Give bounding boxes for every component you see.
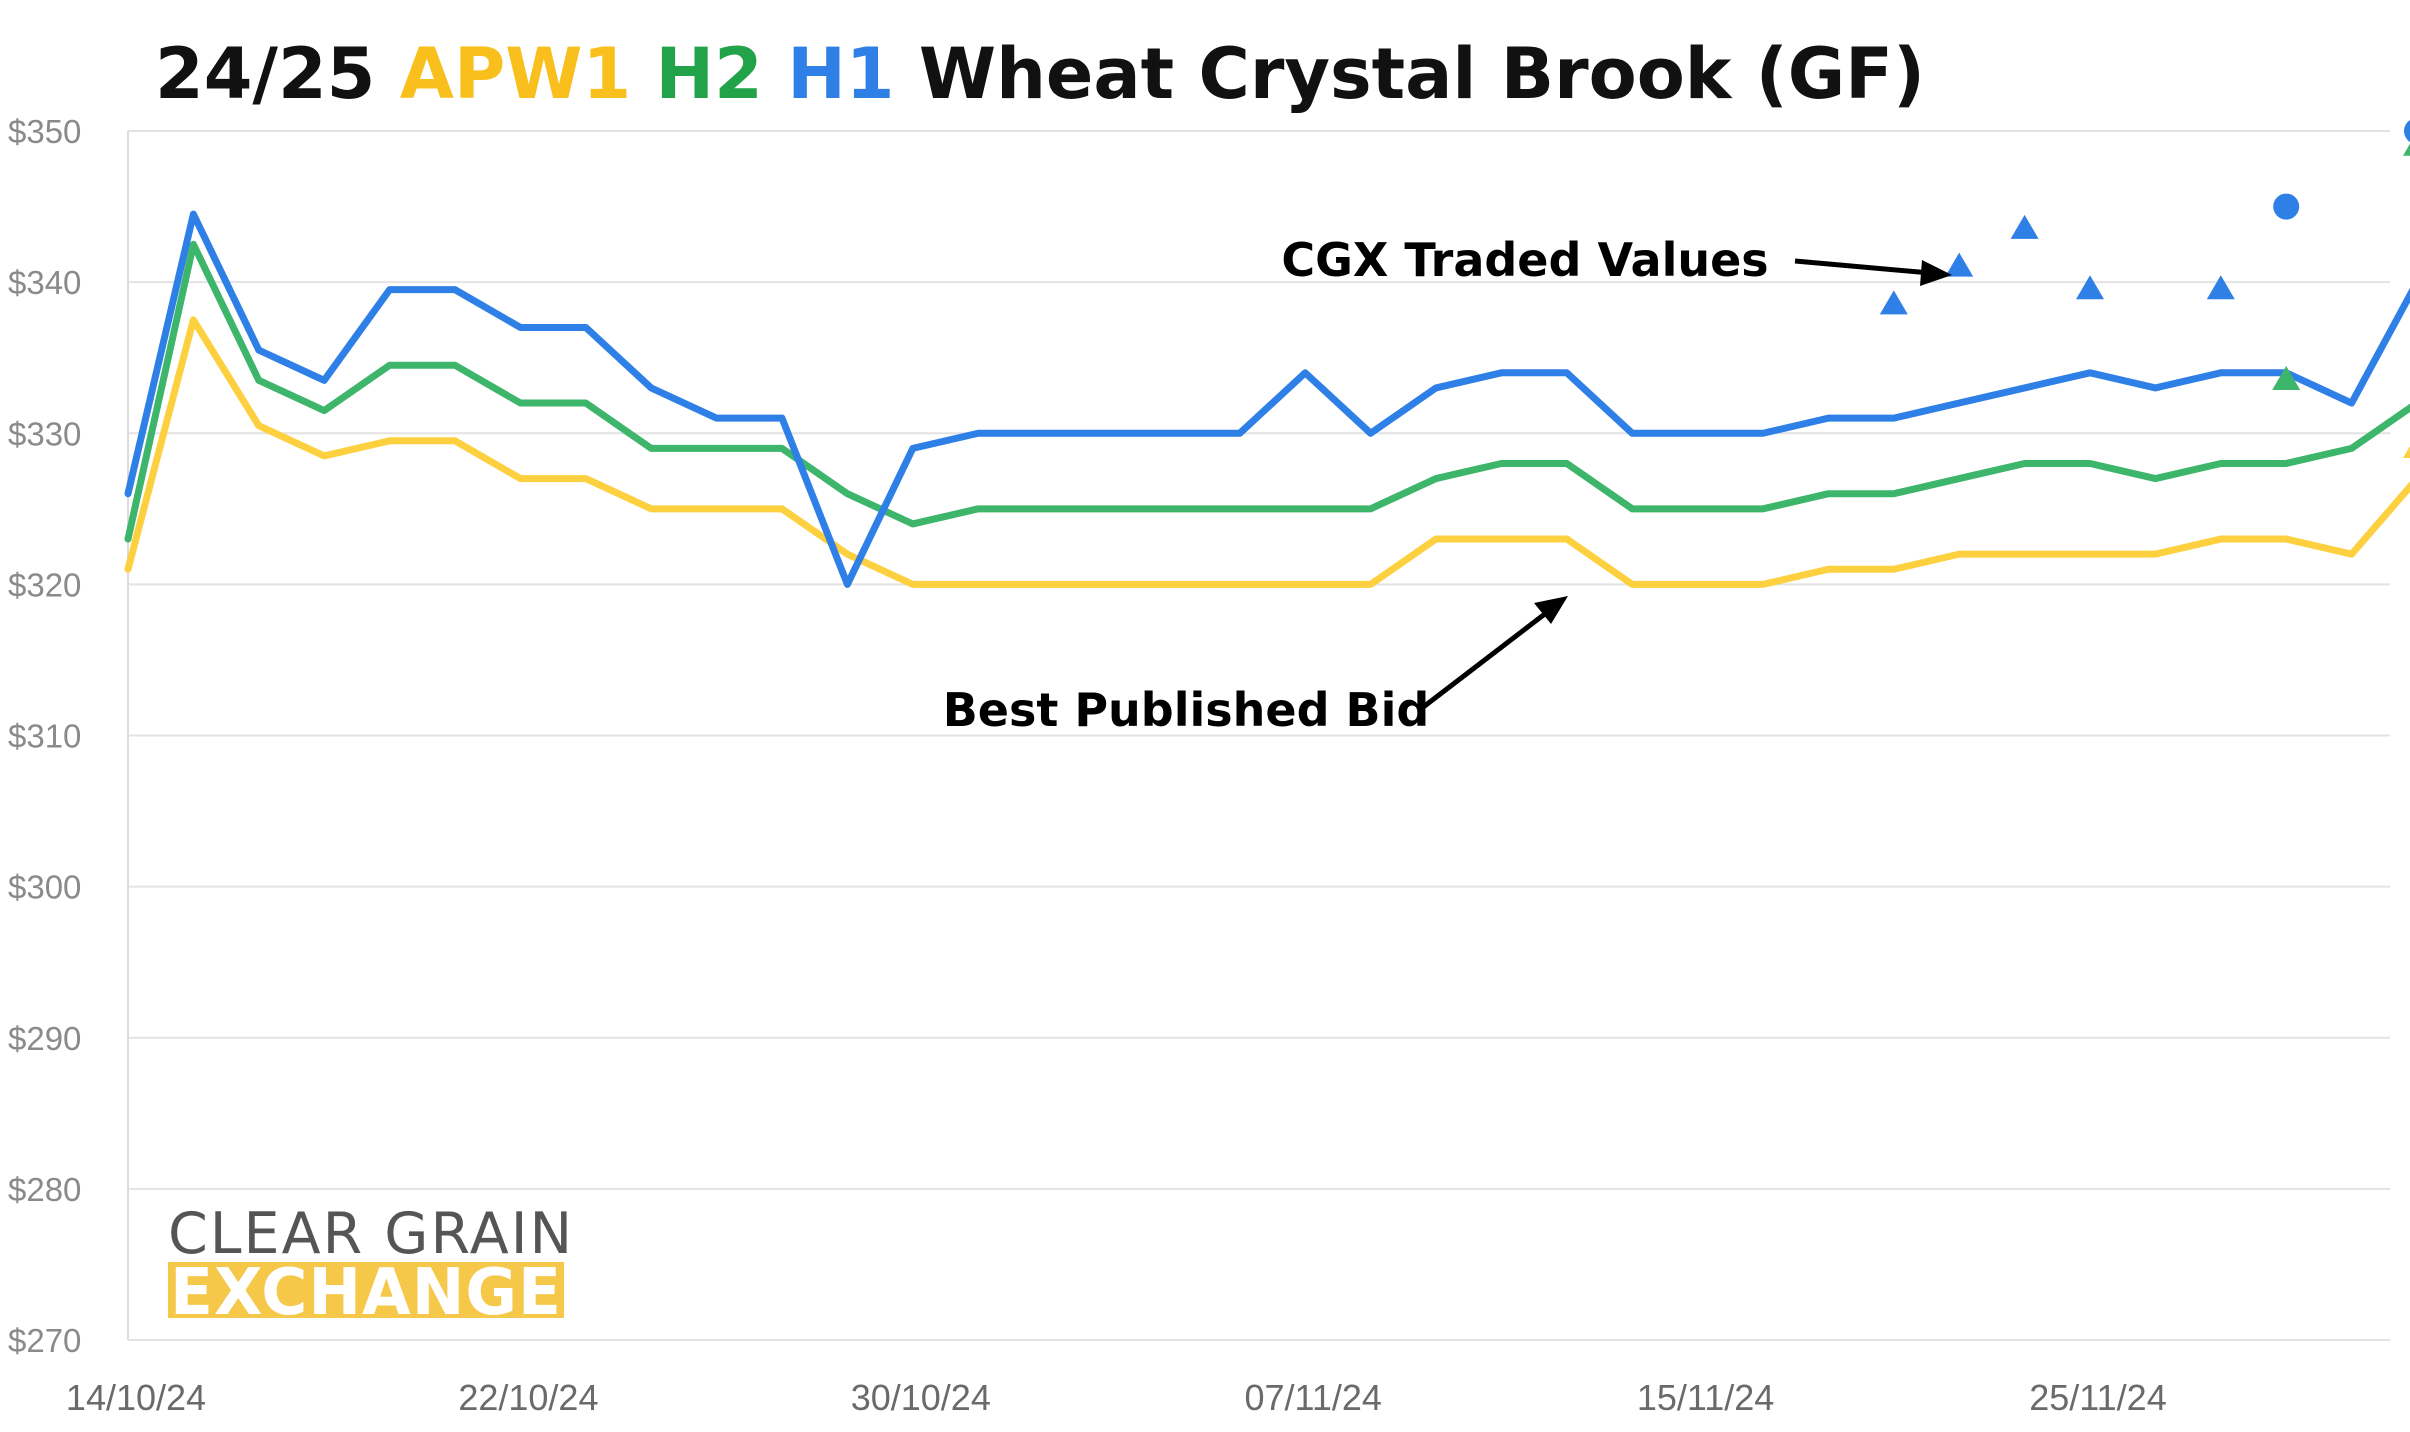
logo-band <box>168 1262 564 1318</box>
x-axis-ticks: 14/10/24 22/10/24 30/10/24 07/11/24 15/11/24… <box>66 1377 2167 1418</box>
title-prefix: 24/25 <box>155 33 400 115</box>
traded-point-triangle-h1 <box>2206 275 2235 300</box>
x-tick-label: 22/10/24 <box>458 1377 598 1418</box>
x-tick-label: 30/10/24 <box>851 1377 991 1418</box>
y-axis-ticks: $350 $340 $330 $320 $310 $300 $290 $280 $270 <box>8 113 81 1359</box>
traded-point-triangle-h2 <box>2272 365 2301 390</box>
annotation-best-bid-arrowhead <box>1534 596 1568 624</box>
logo-line1: CLEAR GRAIN <box>168 1201 574 1267</box>
y-tick-label: $300 <box>8 869 81 906</box>
x-tick-label: 07/11/24 <box>1244 1377 1381 1418</box>
clear-grain-exchange-logo: CLEAR GRAIN EXCHANGE <box>168 1201 574 1330</box>
traded-point-triangle-h2 <box>2403 143 2410 156</box>
y-tick-label: $320 <box>8 566 81 603</box>
annotation-traded-values-label: CGX Traded Values <box>1281 233 1768 287</box>
annotation-traded-values-arrowhead <box>1920 260 1952 286</box>
y-tick-label: $280 <box>8 1171 81 1208</box>
gridlines <box>128 130 2390 1341</box>
series-line-h1 <box>124 210 2410 588</box>
x-tick-label: 15/11/24 <box>1637 1377 1774 1418</box>
y-tick-label: $310 <box>8 718 81 755</box>
title-suffix: Wheat Crystal Brook (GF) <box>919 33 1925 115</box>
traded-point-circle-h1 <box>2273 193 2300 220</box>
y-tick-label: $270 <box>8 1322 81 1359</box>
traded-point-triangle-h1 <box>1945 252 1974 277</box>
annotation-traded-values: CGX Traded Values <box>1281 233 1952 287</box>
annotation-traded-values-arrow-shaft <box>1794 258 1931 276</box>
annotation-best-bid-label: Best Published Bid <box>943 683 1430 737</box>
y-tick-label: $290 <box>8 1020 81 1057</box>
y-tick-label: $340 <box>8 264 81 301</box>
traded-point-triangle-apw1 <box>2403 445 2410 458</box>
title-apw1: APW1 <box>400 33 631 115</box>
annotation-best-bid: Best Published Bid <box>943 596 1568 737</box>
title-h1: H1 <box>787 33 894 115</box>
traded-point-triangle-h1 <box>1879 290 1908 315</box>
title-h2: H2 <box>656 33 763 115</box>
traded-point-triangle-h1 <box>2010 214 2039 239</box>
x-tick-label: 14/10/24 <box>66 1377 206 1418</box>
y-tick-label: $330 <box>8 415 81 452</box>
x-tick-label: 25/11/24 <box>2029 1377 2166 1418</box>
logo-line2: EXCHANGE <box>170 1256 562 1330</box>
y-tick-label: $350 <box>8 113 81 150</box>
traded-value-markers <box>1879 120 2410 458</box>
series-line-h2 <box>124 240 2410 543</box>
series-line-apw1 <box>124 316 2410 588</box>
annotation-best-bid-arrow-shaft <box>1420 608 1552 710</box>
traded-point-triangle-h1 <box>2076 275 2104 300</box>
chart-title: 24/25 APW1 H2 H1 Wheat Crystal Brook (GF… <box>155 33 1925 115</box>
series-lines <box>124 210 2410 588</box>
traded-point-circle-h1 <box>2404 120 2410 142</box>
